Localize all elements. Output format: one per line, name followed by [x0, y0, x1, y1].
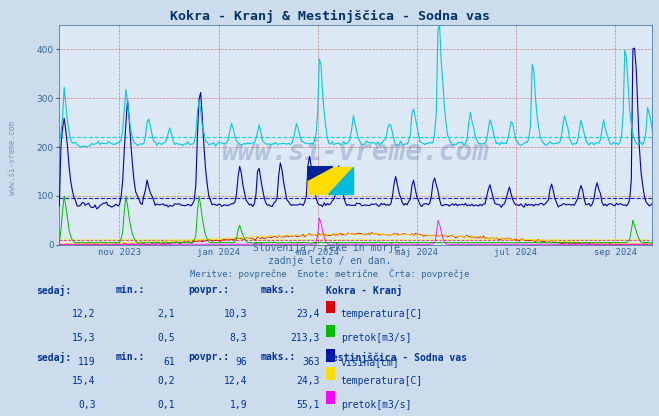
Text: 10,3: 10,3	[223, 309, 247, 319]
Text: 2,1: 2,1	[157, 309, 175, 319]
Polygon shape	[308, 167, 333, 180]
Text: Mestinjščica - Sodna vas: Mestinjščica - Sodna vas	[326, 352, 467, 363]
Text: 24,3: 24,3	[296, 376, 320, 386]
Text: 15,4: 15,4	[72, 376, 96, 386]
Text: Slovenija / reke in morje.: Slovenija / reke in morje.	[253, 243, 406, 253]
Text: 0,5: 0,5	[157, 333, 175, 343]
Text: povpr.:: povpr.:	[188, 285, 229, 295]
Text: 0,2: 0,2	[157, 376, 175, 386]
Text: Kokra - Kranj: Kokra - Kranj	[326, 285, 403, 296]
Text: 61: 61	[163, 357, 175, 367]
Text: www.si-vreme.com: www.si-vreme.com	[8, 121, 17, 195]
Text: 96: 96	[235, 357, 247, 367]
Text: temperatura[C]: temperatura[C]	[341, 309, 423, 319]
Text: 119: 119	[78, 357, 96, 367]
Text: 12,4: 12,4	[223, 376, 247, 386]
Text: sedaj:: sedaj:	[36, 352, 71, 363]
Text: maks.:: maks.:	[260, 352, 295, 362]
Text: temperatura[C]: temperatura[C]	[341, 376, 423, 386]
Text: 363: 363	[302, 357, 320, 367]
Text: maks.:: maks.:	[260, 285, 295, 295]
Text: Meritve: povprečne  Enote: metrične  Črta: povprečje: Meritve: povprečne Enote: metrične Črta:…	[190, 268, 469, 279]
Text: 1,9: 1,9	[229, 400, 247, 410]
Text: 0,1: 0,1	[157, 400, 175, 410]
Text: 55,1: 55,1	[296, 400, 320, 410]
Text: 15,3: 15,3	[72, 333, 96, 343]
Text: zadnje leto / en dan.: zadnje leto / en dan.	[268, 256, 391, 266]
Polygon shape	[328, 167, 353, 193]
Text: min.:: min.:	[115, 352, 145, 362]
Text: min.:: min.:	[115, 285, 145, 295]
Text: pretok[m3/s]: pretok[m3/s]	[341, 400, 411, 410]
Polygon shape	[308, 167, 353, 193]
Text: sedaj:: sedaj:	[36, 285, 71, 296]
Text: 213,3: 213,3	[290, 333, 320, 343]
Text: Kokra - Kranj & Mestinjščica - Sodna vas: Kokra - Kranj & Mestinjščica - Sodna vas	[169, 10, 490, 23]
Text: 12,2: 12,2	[72, 309, 96, 319]
Text: povpr.:: povpr.:	[188, 352, 229, 362]
Text: 23,4: 23,4	[296, 309, 320, 319]
Text: 8,3: 8,3	[229, 333, 247, 343]
Text: www.si-vreme.com: www.si-vreme.com	[222, 139, 490, 166]
Text: višina[cm]: višina[cm]	[341, 357, 399, 368]
Text: pretok[m3/s]: pretok[m3/s]	[341, 333, 411, 343]
Text: 0,3: 0,3	[78, 400, 96, 410]
